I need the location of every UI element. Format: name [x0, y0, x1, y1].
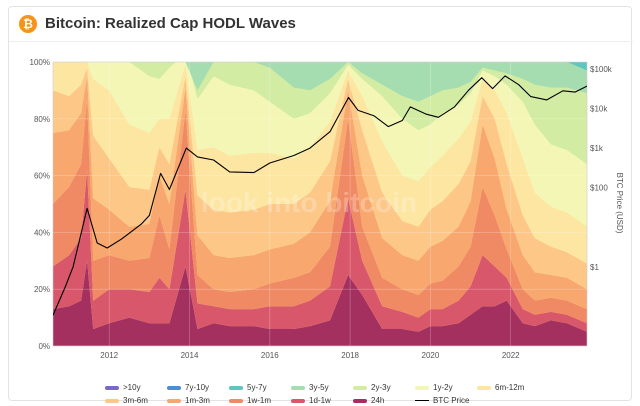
- watermark-text: look into bitcoin: [201, 187, 417, 218]
- gridlines: [52, 61, 588, 347]
- legend-label: 1w-1m: [247, 396, 272, 405]
- y-left-tick-label: 60%: [34, 172, 50, 181]
- legend-item[interactable]: 24h: [353, 396, 384, 406]
- chart-card: ₿ Bitcoin: Realized Cap HODL Waves look …: [8, 6, 633, 405]
- legend-item[interactable]: 6m-12m: [477, 383, 524, 393]
- x-tick-label: 2022: [502, 351, 520, 360]
- legend-item[interactable]: 5y-7y: [229, 383, 267, 393]
- band-6m-12m: [53, 62, 587, 264]
- band-1y-2y: [53, 62, 587, 227]
- legend-label: 1m-3m: [185, 396, 210, 405]
- legend-swatch: [291, 385, 305, 390]
- x-tick-label: 2018: [341, 351, 359, 360]
- legend-label: BTC Price: [433, 396, 470, 405]
- legend-swatch: [353, 398, 367, 403]
- y-right-tick-label: $100k: [590, 65, 613, 74]
- legend-swatch: [105, 385, 119, 390]
- legend-label: 2y-3y: [371, 383, 391, 392]
- btc-price-line: [53, 75, 587, 316]
- y-left-tick-label: 80%: [34, 115, 50, 124]
- band-1m-3m: [53, 76, 587, 310]
- legend-label: >10y: [123, 383, 141, 392]
- legend-label: 1y-2y: [433, 383, 453, 392]
- band-24h: [53, 260, 587, 346]
- y-axis-left-ticks: 0% 20% 40% 60% 80% 100%: [30, 58, 50, 351]
- legend-item[interactable]: 1m-3m: [167, 396, 210, 406]
- bitcoin-logo-icon: ₿: [19, 15, 37, 33]
- legend-label: 5y-7y: [247, 383, 267, 392]
- y-axis-right-ticks: $1 $100 $1k $10k $100k: [590, 65, 613, 272]
- legend-swatch: [477, 385, 491, 390]
- price-line-group: [53, 75, 587, 316]
- legend-swatch: [229, 398, 243, 403]
- legend-item[interactable]: 3y-5y: [291, 383, 329, 393]
- x-axis-ticks: 2012 2014 2016 2018 2020 2022: [100, 351, 520, 360]
- legend-item[interactable]: 1y-2y: [415, 383, 453, 393]
- y-left-tick-label: 0%: [38, 342, 50, 351]
- legend-item[interactable]: 1w-1m: [229, 396, 271, 406]
- plot-border: [52, 61, 588, 347]
- legend-item[interactable]: 2y-3y: [353, 383, 391, 393]
- legend-item[interactable]: 7y-10y: [167, 383, 209, 393]
- y-axis-right-label: BTC Price (USD): [615, 173, 624, 234]
- band-1w-1m: [53, 98, 587, 324]
- legend-swatch: [291, 398, 305, 403]
- y-right-tick-label: $100: [590, 184, 608, 193]
- legend-label: 24h: [371, 396, 385, 405]
- hodl-waves-chart: look into bitcoin 2012 2014 2016 2018 2020 20…: [30, 58, 624, 360]
- legend-item[interactable]: 1d-1w: [291, 396, 331, 406]
- band-3m-6m: [53, 67, 587, 290]
- legend-swatch: [415, 400, 429, 402]
- legend-label: 1d-1w: [309, 396, 331, 405]
- y-right-tick-label: $1: [590, 263, 599, 272]
- chart-header: ₿ Bitcoin: Realized Cap HODL Waves: [9, 7, 633, 42]
- stacked-areas: [53, 62, 587, 346]
- legend-swatch: [229, 385, 243, 390]
- y-left-tick-label: 20%: [34, 285, 50, 294]
- legend-label: 3m-6m: [123, 396, 148, 405]
- x-tick-label: 2012: [100, 351, 118, 360]
- legend-swatch: [415, 385, 429, 390]
- x-tick-label: 2016: [261, 351, 279, 360]
- legend-swatch: [167, 398, 181, 403]
- legend-swatch: [167, 385, 181, 390]
- legend-label: 7y-10y: [185, 383, 210, 392]
- band-3y-5y: [53, 62, 587, 102]
- legend-label: 6m-12m: [495, 383, 525, 392]
- legend-item[interactable]: >10y: [105, 383, 141, 393]
- y-right-tick-label: $10k: [590, 105, 608, 114]
- page-title: Bitcoin: Realized Cap HODL Waves: [45, 15, 296, 32]
- band-1d-1w: [53, 169, 587, 332]
- y-left-tick-label: 40%: [34, 228, 50, 237]
- legend-label: 3y-5y: [309, 383, 329, 392]
- y-left-tick-label: 100%: [30, 58, 50, 67]
- legend-item[interactable]: BTC Price: [415, 396, 469, 406]
- legend-item[interactable]: 3m-6m: [105, 396, 148, 406]
- legend-swatch: [353, 385, 367, 390]
- y-right-tick-label: $1k: [590, 144, 604, 153]
- x-tick-label: 2014: [181, 351, 199, 360]
- legend-swatch: [105, 398, 119, 403]
- x-tick-label: 2020: [422, 351, 440, 360]
